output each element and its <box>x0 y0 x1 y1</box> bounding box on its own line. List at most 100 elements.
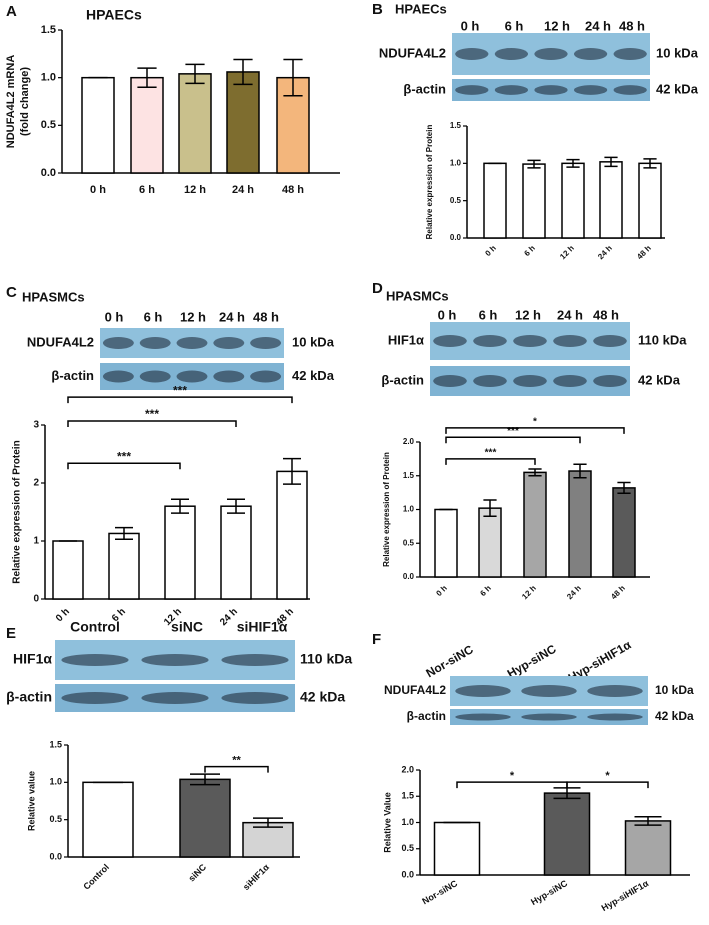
blot-band <box>102 337 134 349</box>
panel-letter: C <box>6 284 17 301</box>
y-tick-label: 1.0 <box>450 158 462 167</box>
row-size: 10 kDa <box>656 45 699 60</box>
row-label: β-actin <box>51 368 94 383</box>
lane-label: 24 h <box>585 18 611 33</box>
lane-label: Nor-siNC <box>424 642 476 680</box>
row-label: β-actin <box>6 689 52 705</box>
error-bar <box>115 526 133 541</box>
significance-bracket <box>67 462 181 470</box>
bar <box>178 73 212 174</box>
row-size: 42 kDa <box>655 709 694 723</box>
x-tick-label: 6 h <box>522 243 537 258</box>
y-tick-label: 1.0 <box>49 777 62 787</box>
bar <box>483 162 507 239</box>
bar <box>434 508 458 578</box>
blot-band <box>521 685 577 697</box>
x-tick-label: 6 h <box>139 184 155 196</box>
y-tick-label: 2.0 <box>401 764 414 774</box>
blot-band <box>494 85 529 95</box>
y-tick-label: 0.0 <box>403 572 415 581</box>
blot-band <box>221 654 289 666</box>
x-tick-label: 12 h <box>184 184 206 196</box>
blot-band <box>587 713 643 721</box>
lane-label: 6 h <box>144 309 163 324</box>
row-size: 42 kDa <box>656 81 699 96</box>
blot-band <box>473 375 507 387</box>
significance-bracket <box>67 396 293 404</box>
lane-label: 48 h <box>593 307 619 322</box>
y-tick-label: 0.5 <box>403 538 415 547</box>
panel-letter: D <box>372 280 383 297</box>
blot-band <box>494 48 529 60</box>
blot-band <box>553 335 587 347</box>
y-axis-label: Relative Value <box>382 792 392 853</box>
error-bar <box>573 463 587 479</box>
blot-band <box>433 375 467 387</box>
y-tick-label: 2.0 <box>403 437 415 446</box>
x-tick-label: siNC <box>187 862 209 884</box>
error-bar <box>283 457 301 485</box>
error-bar <box>283 58 303 97</box>
row-label: NDUFA4L2 <box>384 683 446 697</box>
bar <box>108 532 140 600</box>
significance-label: * <box>605 770 610 782</box>
lane-label: 0 h <box>461 18 480 33</box>
x-tick-label: 24 h <box>565 583 583 601</box>
significance-label: *** <box>145 407 159 421</box>
panel-letter: E <box>6 625 16 642</box>
bar <box>638 162 662 239</box>
lane-label: Control <box>70 619 120 635</box>
blot-band <box>593 335 627 347</box>
row-size: 110 kDa <box>638 332 687 347</box>
row-label: HIF1α <box>388 332 424 347</box>
bar <box>543 792 591 876</box>
blot-band <box>473 335 507 347</box>
row-label: β-actin <box>381 372 424 387</box>
blot-band <box>102 370 134 383</box>
bar <box>82 781 134 858</box>
row-size: 10 kDa <box>292 334 335 349</box>
blot-band <box>455 85 489 95</box>
y-axis-label: Relative expression of Protein <box>425 125 434 240</box>
bar <box>599 161 623 239</box>
error-bar <box>527 159 541 169</box>
bar <box>226 71 260 174</box>
y-axis-label: (fold change) <box>19 67 31 136</box>
y-axis-label: Relative expression of Protein <box>382 452 391 567</box>
x-tick-label: siHIF1α <box>241 862 271 892</box>
row-label: NDUFA4L2 <box>27 334 94 349</box>
blot-band <box>613 85 647 95</box>
significance-label: * <box>510 770 515 782</box>
blot-band <box>534 85 568 95</box>
y-tick-label: 0.5 <box>41 119 56 131</box>
lane-label: 24 h <box>557 307 583 322</box>
panel-letter: F <box>372 631 381 648</box>
y-axis-label: Relative value <box>26 771 36 831</box>
significance-bracket <box>566 781 649 789</box>
significance-bracket <box>445 436 581 444</box>
y-tick-label: 1.0 <box>41 72 56 84</box>
significance-bracket <box>445 458 536 465</box>
significance-label: ** <box>232 755 241 767</box>
x-tick-label: 48 h <box>635 243 653 261</box>
lane-label: siNC <box>171 619 203 635</box>
bar <box>130 76 164 174</box>
blot-band <box>176 370 208 383</box>
y-tick-label: 0.0 <box>450 233 462 242</box>
blot-band <box>613 48 647 60</box>
lane-label: 6 h <box>505 18 524 33</box>
x-tick-label: 12 h <box>558 243 576 261</box>
bar <box>433 821 481 876</box>
bar <box>568 470 592 578</box>
blot-band <box>213 337 245 349</box>
significance-bracket <box>445 427 625 434</box>
blot-band <box>521 713 577 721</box>
x-tick-label: 48 h <box>282 184 304 196</box>
y-axis-label: NDUFA4L2 mRNA <box>5 55 17 149</box>
error-bar <box>185 63 205 85</box>
panel-title: HPASMCs <box>22 289 85 304</box>
significance-bracket <box>456 781 568 789</box>
y-tick-label: 1.5 <box>49 739 62 749</box>
bar <box>52 540 84 600</box>
